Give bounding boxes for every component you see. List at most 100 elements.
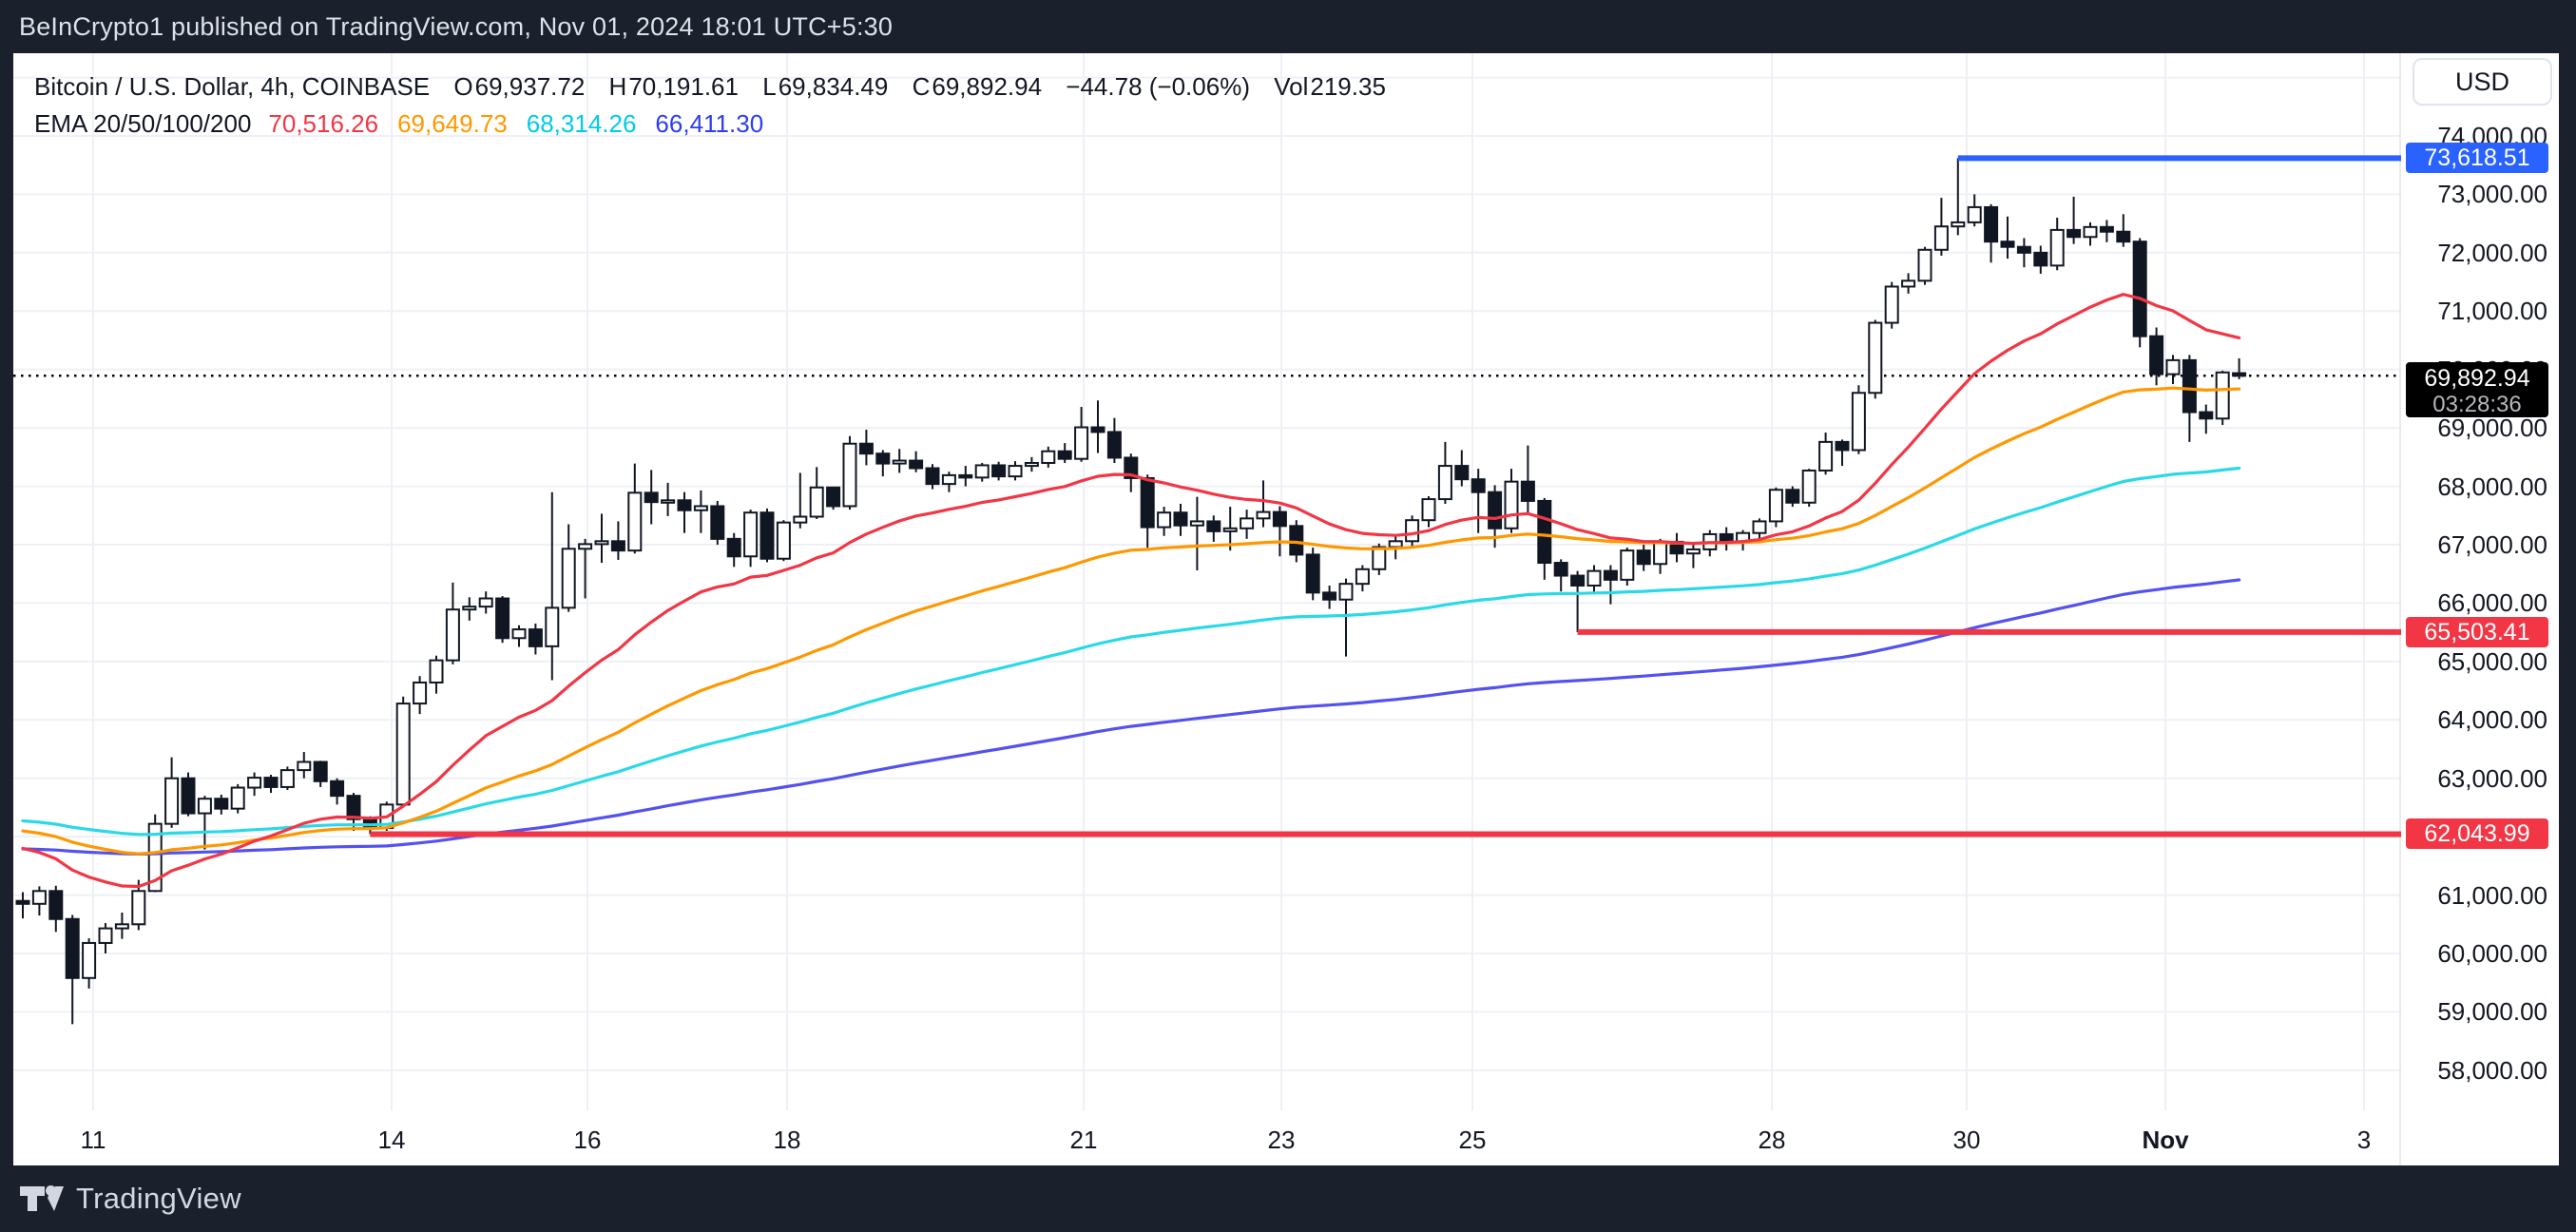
candle-up	[661, 499, 676, 504]
candle-down	[346, 795, 361, 820]
candle-down	[759, 511, 775, 560]
candle-down	[2033, 251, 2048, 267]
candle-up	[429, 659, 444, 683]
candle-up	[1868, 321, 1883, 395]
ema-legend-row: EMA 20/50/100/200 70,516.26 69,649.73 68,31…	[34, 107, 1403, 140]
time-tick-label: 23	[1267, 1126, 1296, 1154]
price-tick-label: 72,000.00	[2437, 239, 2547, 267]
candle-down	[875, 452, 891, 465]
ohlc-low: L69,834.49	[762, 72, 889, 101]
price-tick-label: 67,000.00	[2437, 530, 2547, 559]
candle-down	[2232, 372, 2247, 377]
price-scale[interactable]: USD 74,000.00 73,000.00 72,000.00 71,000.00…	[2401, 53, 2559, 1165]
time-tick-label: 16	[573, 1126, 602, 1154]
candle-up	[1405, 519, 1420, 543]
candle-down	[1305, 553, 1320, 594]
candle-down	[1454, 465, 1470, 481]
candle-up	[561, 548, 576, 609]
price-level-label: 73,618.51	[2406, 143, 2548, 173]
price-tick-label: 66,000.00	[2437, 588, 2547, 617]
candle-down	[858, 442, 874, 455]
candle-down	[330, 780, 345, 798]
candle-up	[1586, 569, 1602, 587]
candle-up	[1355, 568, 1370, 586]
ema-200-line	[21, 578, 2241, 857]
candle-up	[1338, 583, 1354, 601]
candle-down	[1140, 476, 1155, 529]
time-tick-label: 3	[2356, 1126, 2372, 1154]
candle-up	[511, 628, 527, 640]
candle-down	[1835, 440, 1850, 452]
ohlc-close: C69,892.94	[912, 72, 1043, 101]
candle-down	[1537, 499, 1552, 565]
time-tick-label: 18	[773, 1126, 801, 1154]
candle-down	[958, 473, 973, 479]
candle-down	[644, 491, 659, 504]
candle-up	[743, 511, 759, 558]
candle-up	[1041, 450, 1056, 464]
candle-up	[147, 822, 163, 893]
candle-up	[164, 777, 180, 825]
currency-toggle-button[interactable]: USD	[2413, 58, 2552, 106]
candle-down	[65, 917, 80, 979]
time-tick-label: 30	[1952, 1126, 1981, 1154]
ema-value-200: 66,411.30	[655, 109, 764, 138]
change-value: −44.78 (−0.06%)	[1066, 72, 1250, 101]
candle-up	[793, 515, 808, 524]
price-tick-label: 73,000.00	[2437, 180, 2547, 208]
candle-down	[1719, 532, 1734, 543]
candle-down	[909, 459, 924, 470]
candlestick-plot[interactable]	[13, 53, 2401, 1165]
footer-bar: TradingView	[0, 1165, 2576, 1232]
candle-up	[131, 890, 146, 926]
candle-up	[478, 597, 493, 608]
candle-down	[1553, 562, 1568, 577]
candle-up	[114, 923, 129, 930]
candle-up	[413, 681, 428, 705]
tradingview-logo[interactable]: TradingView	[19, 1180, 241, 1218]
candle-up	[1372, 546, 1387, 570]
ema-value-50: 69,649.73	[397, 109, 508, 138]
candle-down	[1570, 574, 1586, 587]
candle-down	[1106, 431, 1122, 459]
candle-up	[230, 786, 245, 810]
chart-legend: Bitcoin / U.S. Dollar, 4h, COINBASE O69,…	[34, 70, 1403, 140]
candle-up	[1421, 498, 1436, 522]
candle-up	[31, 890, 47, 905]
candle-up	[1504, 480, 1519, 529]
candle-down	[2000, 241, 2015, 248]
attribution-text: BeInCrypto1 published on TradingView.com…	[19, 11, 894, 41]
currency-label: USD	[2454, 67, 2509, 96]
candle-up	[1240, 517, 1255, 529]
candle-up	[545, 606, 560, 647]
price-tick-label: 63,000.00	[2437, 764, 2547, 793]
price-tick-label: 59,000.00	[2437, 997, 2547, 1026]
candle-down	[1471, 478, 1486, 493]
candle-down	[495, 597, 510, 640]
price-tick-label: 69,000.00	[2437, 414, 2547, 442]
candle-down	[214, 798, 229, 810]
candle-up	[1256, 510, 1271, 520]
price-tick-label: 71,000.00	[2437, 297, 2547, 325]
symbol-title: Bitcoin / U.S. Dollar, 4h, COINBASE	[34, 72, 431, 101]
candle-up	[1157, 511, 1172, 529]
candle-down	[2149, 335, 2164, 375]
candle-up	[1851, 392, 1866, 452]
candle-up	[1620, 549, 1635, 581]
price-tick-label: 65,000.00	[2437, 647, 2547, 676]
candle-up	[395, 703, 411, 806]
ohlc-high: H70,191.61	[608, 72, 739, 101]
ema-indicator-title: EMA 20/50/100/200	[34, 109, 252, 138]
candle-up	[693, 505, 708, 511]
candle-down	[677, 499, 692, 511]
price-tick-label: 64,000.00	[2437, 705, 2547, 734]
symbol-legend-row: Bitcoin / U.S. Dollar, 4h, COINBASE O69,…	[34, 70, 1403, 103]
candle-up	[2215, 371, 2230, 420]
candle-down	[313, 760, 328, 782]
price-level-label: 62,043.99	[2406, 818, 2548, 849]
candle-down	[15, 899, 30, 905]
attribution-bar: BeInCrypto1 published on TradingView.com…	[0, 0, 2576, 53]
candle-up	[297, 760, 312, 772]
candle-up	[2083, 225, 2098, 239]
time-tick-label: 11	[80, 1126, 106, 1154]
